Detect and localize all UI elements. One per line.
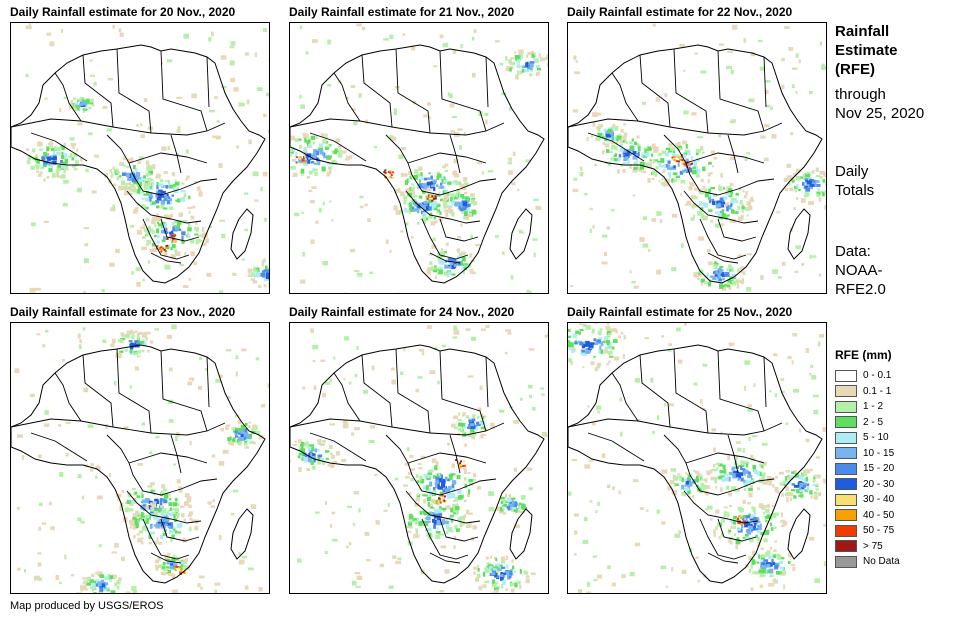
africa-map — [568, 323, 826, 593]
africa-map — [290, 23, 548, 293]
data-line: RFE2.0 — [835, 281, 886, 298]
legend-item: > 75 — [835, 539, 960, 555]
legend-item: 40 - 50 — [835, 508, 960, 524]
title-line: Rainfall — [835, 23, 890, 40]
legend-label: > 75 — [863, 540, 883, 552]
panel-title: Daily Rainfall estimate for 22 Nov., 202… — [567, 5, 793, 19]
panel-title: Daily Rainfall estimate for 24 Nov., 202… — [289, 305, 515, 319]
legend-label: 0 - 0.1 — [863, 370, 892, 382]
africa-map — [11, 324, 269, 593]
legend-label: 10 - 15 — [863, 447, 895, 459]
legend-swatch — [835, 524, 857, 537]
legend-label: 5 - 10 — [863, 432, 889, 444]
legend-item: 0.1 - 1 — [835, 384, 960, 400]
legend-swatch — [835, 540, 857, 553]
legend-label: 1 - 2 — [863, 401, 884, 413]
rainfall-map — [567, 322, 827, 594]
legend-label: 20 - 30 — [863, 478, 895, 490]
legend-label: 2 - 5 — [863, 416, 884, 428]
legend-swatch — [835, 400, 857, 413]
panel-title: Daily Rainfall estimate for 20 Nov., 202… — [10, 5, 236, 19]
rainfall-map — [567, 22, 827, 294]
data-line: NOAA- — [835, 262, 883, 279]
legend-item: 0 - 0.1 — [835, 368, 960, 384]
legend-item: No Data — [835, 554, 960, 570]
legend-item: 20 - 30 — [835, 477, 960, 493]
panel-title: Daily Rainfall estimate for 21 Nov., 202… — [289, 5, 515, 19]
legend-item: 5 - 10 — [835, 430, 960, 446]
legend-label: 40 - 50 — [863, 509, 895, 521]
rfe-title: Rainfall Estimate (RFE) — [835, 22, 965, 79]
legend-item: 2 - 5 — [835, 415, 960, 431]
panel-title: Daily Rainfall estimate for 23 Nov., 202… — [10, 305, 236, 319]
legend-label: 15 - 20 — [863, 463, 895, 475]
legend-swatch — [835, 493, 857, 506]
africa-map — [290, 324, 548, 593]
rainfall-map — [10, 22, 270, 294]
rainfall-map — [289, 22, 549, 294]
daily-totals: Daily Totals — [835, 162, 965, 200]
legend-swatch — [835, 385, 857, 398]
legend-swatch — [835, 478, 857, 491]
legend-item: 30 - 40 — [835, 492, 960, 508]
legend-swatch — [835, 447, 857, 460]
title-line: Estimate — [835, 42, 898, 59]
africa-map — [568, 23, 826, 292]
legend-label: 50 - 75 — [863, 525, 895, 537]
through-label: through — [835, 86, 886, 103]
legend-label: No Data — [863, 556, 900, 568]
legend-item: 50 - 75 — [835, 523, 960, 539]
legend-item: 1 - 2 — [835, 399, 960, 415]
legend-label: 0.1 - 1 — [863, 385, 892, 397]
legend-swatch — [835, 462, 857, 475]
legend-swatch — [835, 555, 857, 568]
through-date: through Nov 25, 2020 — [835, 85, 965, 123]
legend-item: 10 - 15 — [835, 446, 960, 462]
legend-swatch — [835, 431, 857, 444]
legend-swatch — [835, 416, 857, 429]
title-line: (RFE) — [835, 61, 875, 78]
legend-rows: 0 - 0.1 0.1 - 1 1 - 2 2 - 5 5 - 10 10 - 15 15 … — [835, 368, 960, 570]
rainfall-map — [10, 322, 270, 594]
map-credit: Map produced by USGS/EROS — [10, 600, 164, 612]
legend-swatch — [835, 369, 857, 382]
legend-swatch — [835, 509, 857, 522]
data-source: Data: NOAA- RFE2.0 — [835, 242, 965, 299]
rainfall-map — [289, 322, 549, 594]
daily-line: Daily — [835, 163, 869, 180]
daily-line: Totals — [835, 182, 875, 199]
through-value: Nov 25, 2020 — [835, 105, 925, 122]
panel-title: Daily Rainfall estimate for 25 Nov., 202… — [567, 305, 793, 319]
africa-map — [11, 23, 269, 293]
legend-label: 30 - 40 — [863, 494, 895, 506]
data-line: Data: — [835, 243, 871, 260]
rfe-legend: RFE (mm) 0 - 0.1 0.1 - 1 1 - 2 2 - 5 5 - 10 1… — [835, 346, 960, 570]
legend-item: 15 - 20 — [835, 461, 960, 477]
legend-title: RFE (mm) — [835, 348, 892, 362]
